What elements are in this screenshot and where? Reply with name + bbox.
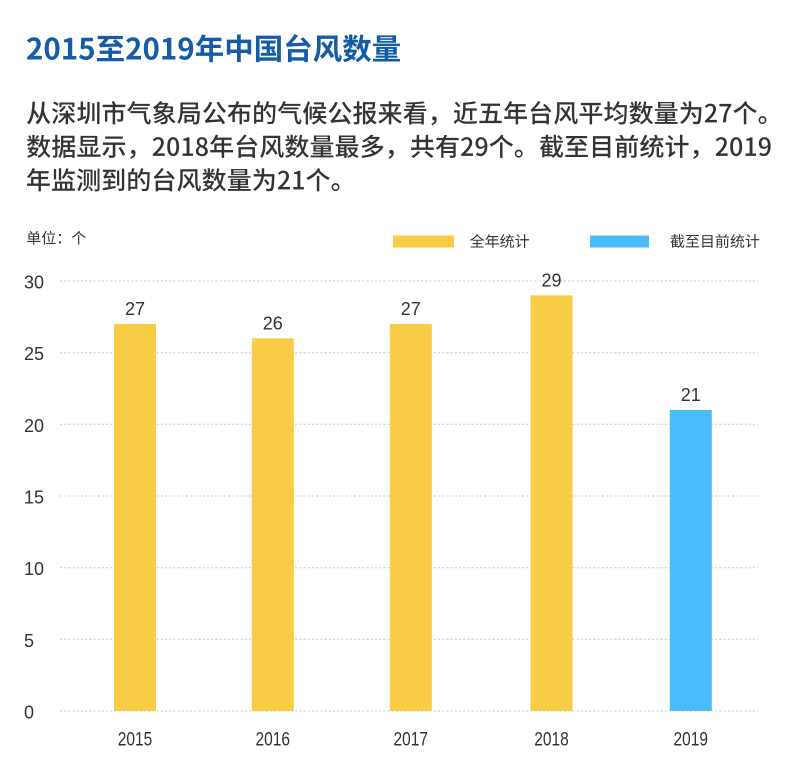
svg-text:26: 26 [263, 313, 283, 333]
svg-text:0: 0 [24, 703, 34, 723]
svg-text:29: 29 [541, 270, 561, 290]
svg-text:27: 27 [401, 299, 421, 319]
svg-text:2017: 2017 [394, 730, 429, 751]
svg-text:21: 21 [681, 385, 701, 405]
svg-text:2018: 2018 [534, 730, 569, 751]
svg-text:27: 27 [125, 299, 145, 319]
svg-text:2019: 2019 [674, 730, 709, 751]
svg-text:25: 25 [24, 344, 44, 364]
svg-text:10: 10 [24, 559, 44, 579]
svg-text:20: 20 [24, 416, 44, 436]
svg-text:2016: 2016 [256, 730, 291, 751]
svg-text:5: 5 [24, 631, 34, 651]
svg-text:15: 15 [24, 488, 44, 508]
svg-text:2015: 2015 [118, 730, 153, 751]
svg-text:30: 30 [24, 273, 44, 293]
